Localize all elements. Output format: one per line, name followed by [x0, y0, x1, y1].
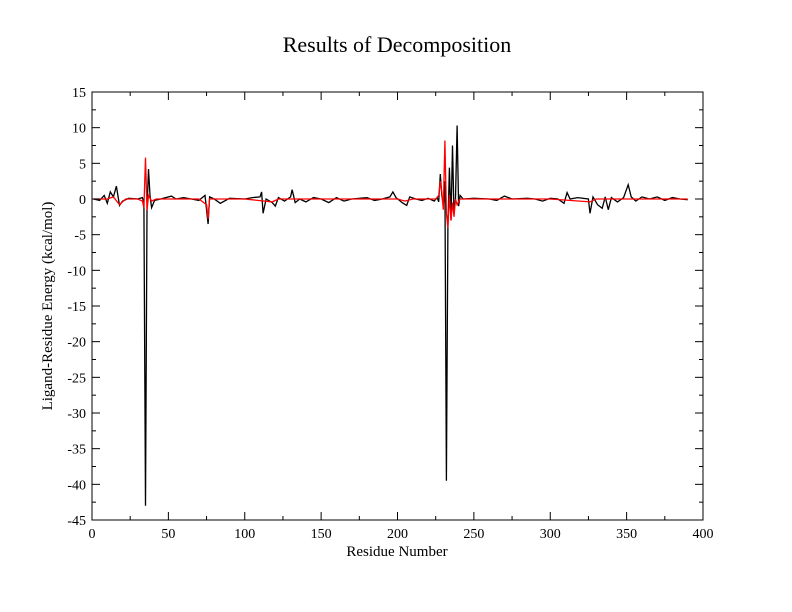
y-tick-label: -5 [74, 229, 86, 244]
series-line-total [93, 125, 688, 506]
x-tick-label: 350 [616, 527, 637, 542]
y-tick-label: -35 [67, 443, 86, 458]
x-tick-label: 400 [693, 527, 714, 542]
y-tick-label: 10 [72, 122, 86, 137]
series-layer [93, 125, 688, 506]
x-tick-label: 250 [463, 527, 484, 542]
y-tick-label: -45 [67, 514, 86, 529]
y-tick-label: -30 [67, 407, 86, 422]
y-tick-label: -25 [67, 371, 86, 386]
y-tick-label: 5 [79, 157, 86, 172]
x-tick-label: 100 [234, 527, 255, 542]
x-tick-label: 50 [161, 527, 175, 542]
y-tick-label: 0 [79, 193, 86, 208]
y-tick-label: -20 [67, 336, 86, 351]
x-tick-label: 200 [387, 527, 408, 542]
series-line-component [93, 140, 688, 228]
x-axis-label: Residue Number [346, 544, 447, 560]
x-axis: 0 50 100 150 200 250 300 350 400 [89, 92, 714, 542]
y-tick-label: 15 [72, 86, 86, 101]
y-tick-label: -40 [67, 478, 86, 493]
x-tick-label: 150 [311, 527, 332, 542]
x-tick-label: 300 [540, 527, 561, 542]
plot-frame [91, 91, 704, 521]
chart-title: Results of Decomposition [283, 32, 512, 57]
x-tick-label: 0 [89, 527, 96, 542]
y-axis-label: Ligand-Residue Energy (kcal/mol) [40, 202, 56, 411]
y-tick-label: -15 [67, 300, 86, 315]
y-tick-label: -10 [67, 264, 86, 279]
y-axis: 15 10 5 0 -5 -10 -15 -20 -25 -30 -35 -40 -45 [67, 86, 703, 529]
